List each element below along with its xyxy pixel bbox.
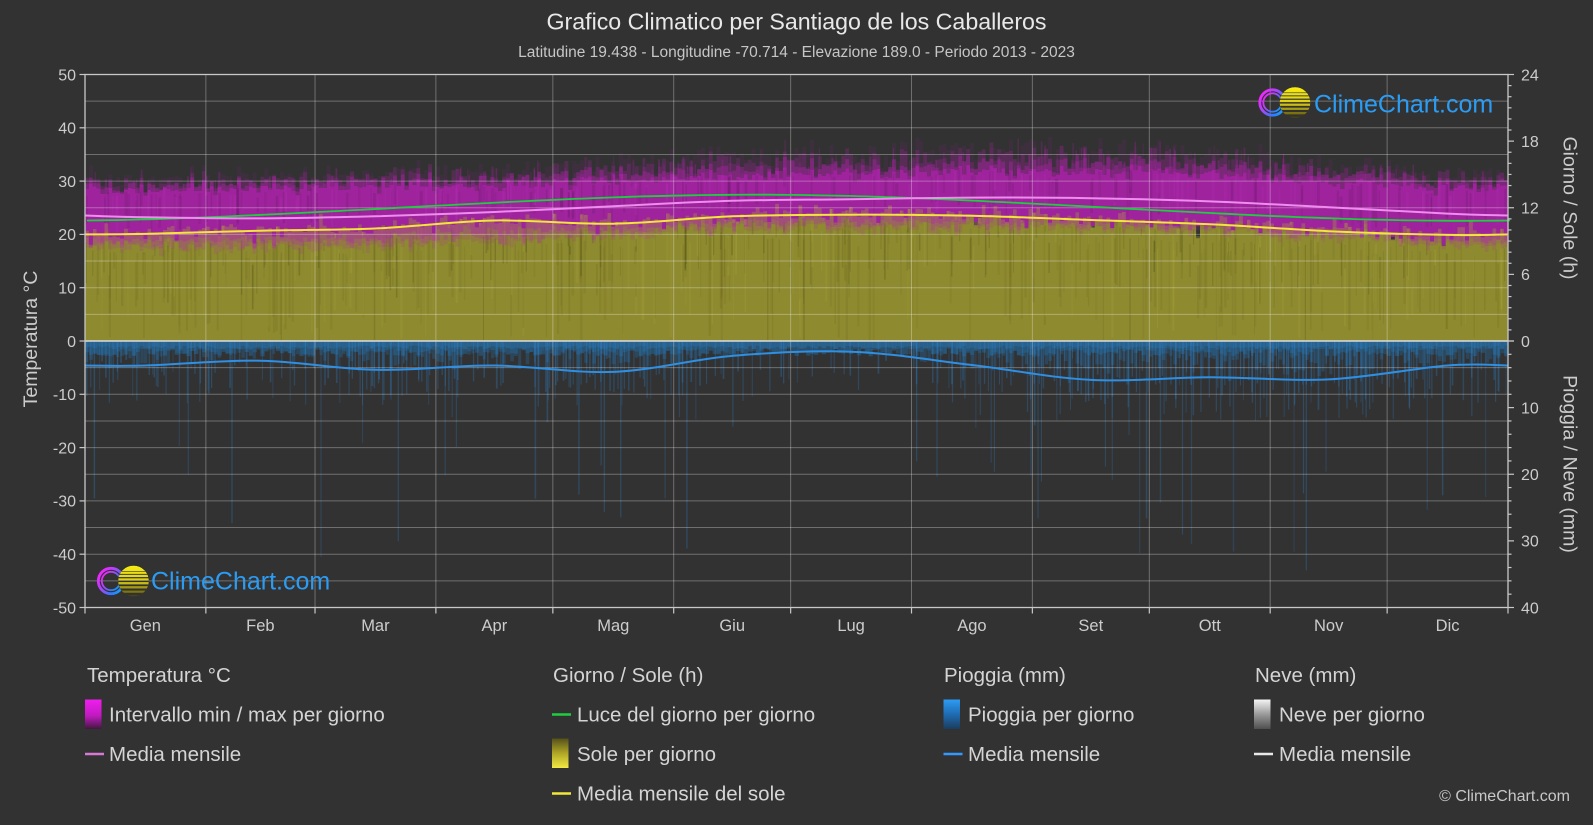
svg-text:Media mensile: Media mensile [109, 743, 241, 766]
svg-text:24: 24 [1521, 67, 1539, 84]
svg-text:Media mensile: Media mensile [968, 743, 1100, 766]
svg-text:Pioggia per giorno: Pioggia per giorno [968, 704, 1134, 727]
svg-text:Mag: Mag [597, 617, 629, 635]
svg-text:ClimeChart.com: ClimeChart.com [1314, 91, 1493, 119]
svg-text:Giorno / Sole (h): Giorno / Sole (h) [553, 664, 703, 687]
svg-text:20: 20 [58, 227, 76, 244]
svg-text:20: 20 [1521, 467, 1539, 484]
svg-text:40: 40 [1521, 600, 1539, 617]
svg-text:-40: -40 [53, 547, 76, 564]
svg-text:Lug: Lug [837, 617, 865, 635]
svg-text:Temperatura °C: Temperatura °C [87, 664, 231, 687]
svg-text:6: 6 [1521, 267, 1530, 284]
svg-text:Sole per giorno: Sole per giorno [577, 743, 716, 766]
svg-text:Giorno / Sole (h): Giorno / Sole (h) [1559, 136, 1581, 279]
svg-text:Neve per giorno: Neve per giorno [1279, 704, 1425, 727]
svg-text:30: 30 [58, 174, 76, 191]
svg-text:Luce del giorno per giorno: Luce del giorno per giorno [577, 704, 815, 727]
svg-text:0: 0 [67, 334, 76, 351]
svg-text:Temperatura °C: Temperatura °C [20, 271, 42, 408]
svg-text:Ago: Ago [957, 617, 986, 635]
svg-text:-50: -50 [53, 600, 76, 617]
svg-text:Gen: Gen [130, 617, 161, 635]
svg-text:Feb: Feb [246, 617, 274, 635]
svg-text:10: 10 [1521, 400, 1539, 417]
svg-text:Mar: Mar [361, 617, 390, 635]
svg-text:Grafico Climatico per Santiago: Grafico Climatico per Santiago de los Ca… [546, 9, 1046, 35]
svg-text:40: 40 [58, 121, 76, 138]
svg-text:-20: -20 [53, 440, 76, 457]
svg-text:-10: -10 [53, 387, 76, 404]
svg-text:12: 12 [1521, 201, 1539, 218]
svg-text:Pioggia (mm): Pioggia (mm) [944, 664, 1066, 687]
svg-text:50: 50 [58, 67, 76, 84]
svg-text:Giu: Giu [719, 617, 745, 635]
svg-text:Neve (mm): Neve (mm) [1255, 664, 1356, 687]
svg-text:ClimeChart.com: ClimeChart.com [151, 568, 330, 596]
svg-text:Nov: Nov [1314, 617, 1344, 635]
svg-text:Ott: Ott [1199, 617, 1221, 635]
svg-text:Set: Set [1078, 617, 1103, 635]
svg-text:Intervallo min / max per giorn: Intervallo min / max per giorno [109, 704, 385, 727]
svg-text:30: 30 [1521, 534, 1539, 551]
svg-text:Dic: Dic [1436, 617, 1460, 635]
svg-text:10: 10 [58, 281, 76, 298]
svg-text:Pioggia / Neve (mm): Pioggia / Neve (mm) [1559, 375, 1581, 553]
svg-text:Apr: Apr [482, 617, 508, 635]
svg-text:Media mensile: Media mensile [1279, 743, 1411, 766]
svg-text:-30: -30 [53, 494, 76, 511]
svg-text:Media mensile del sole: Media mensile del sole [577, 783, 786, 806]
svg-text:0: 0 [1521, 334, 1530, 351]
svg-text:© ClimeChart.com: © ClimeChart.com [1439, 788, 1570, 805]
svg-text:18: 18 [1521, 134, 1539, 151]
svg-text:Latitudine 19.438 - Longitudin: Latitudine 19.438 - Longitudine -70.714 … [518, 44, 1075, 61]
